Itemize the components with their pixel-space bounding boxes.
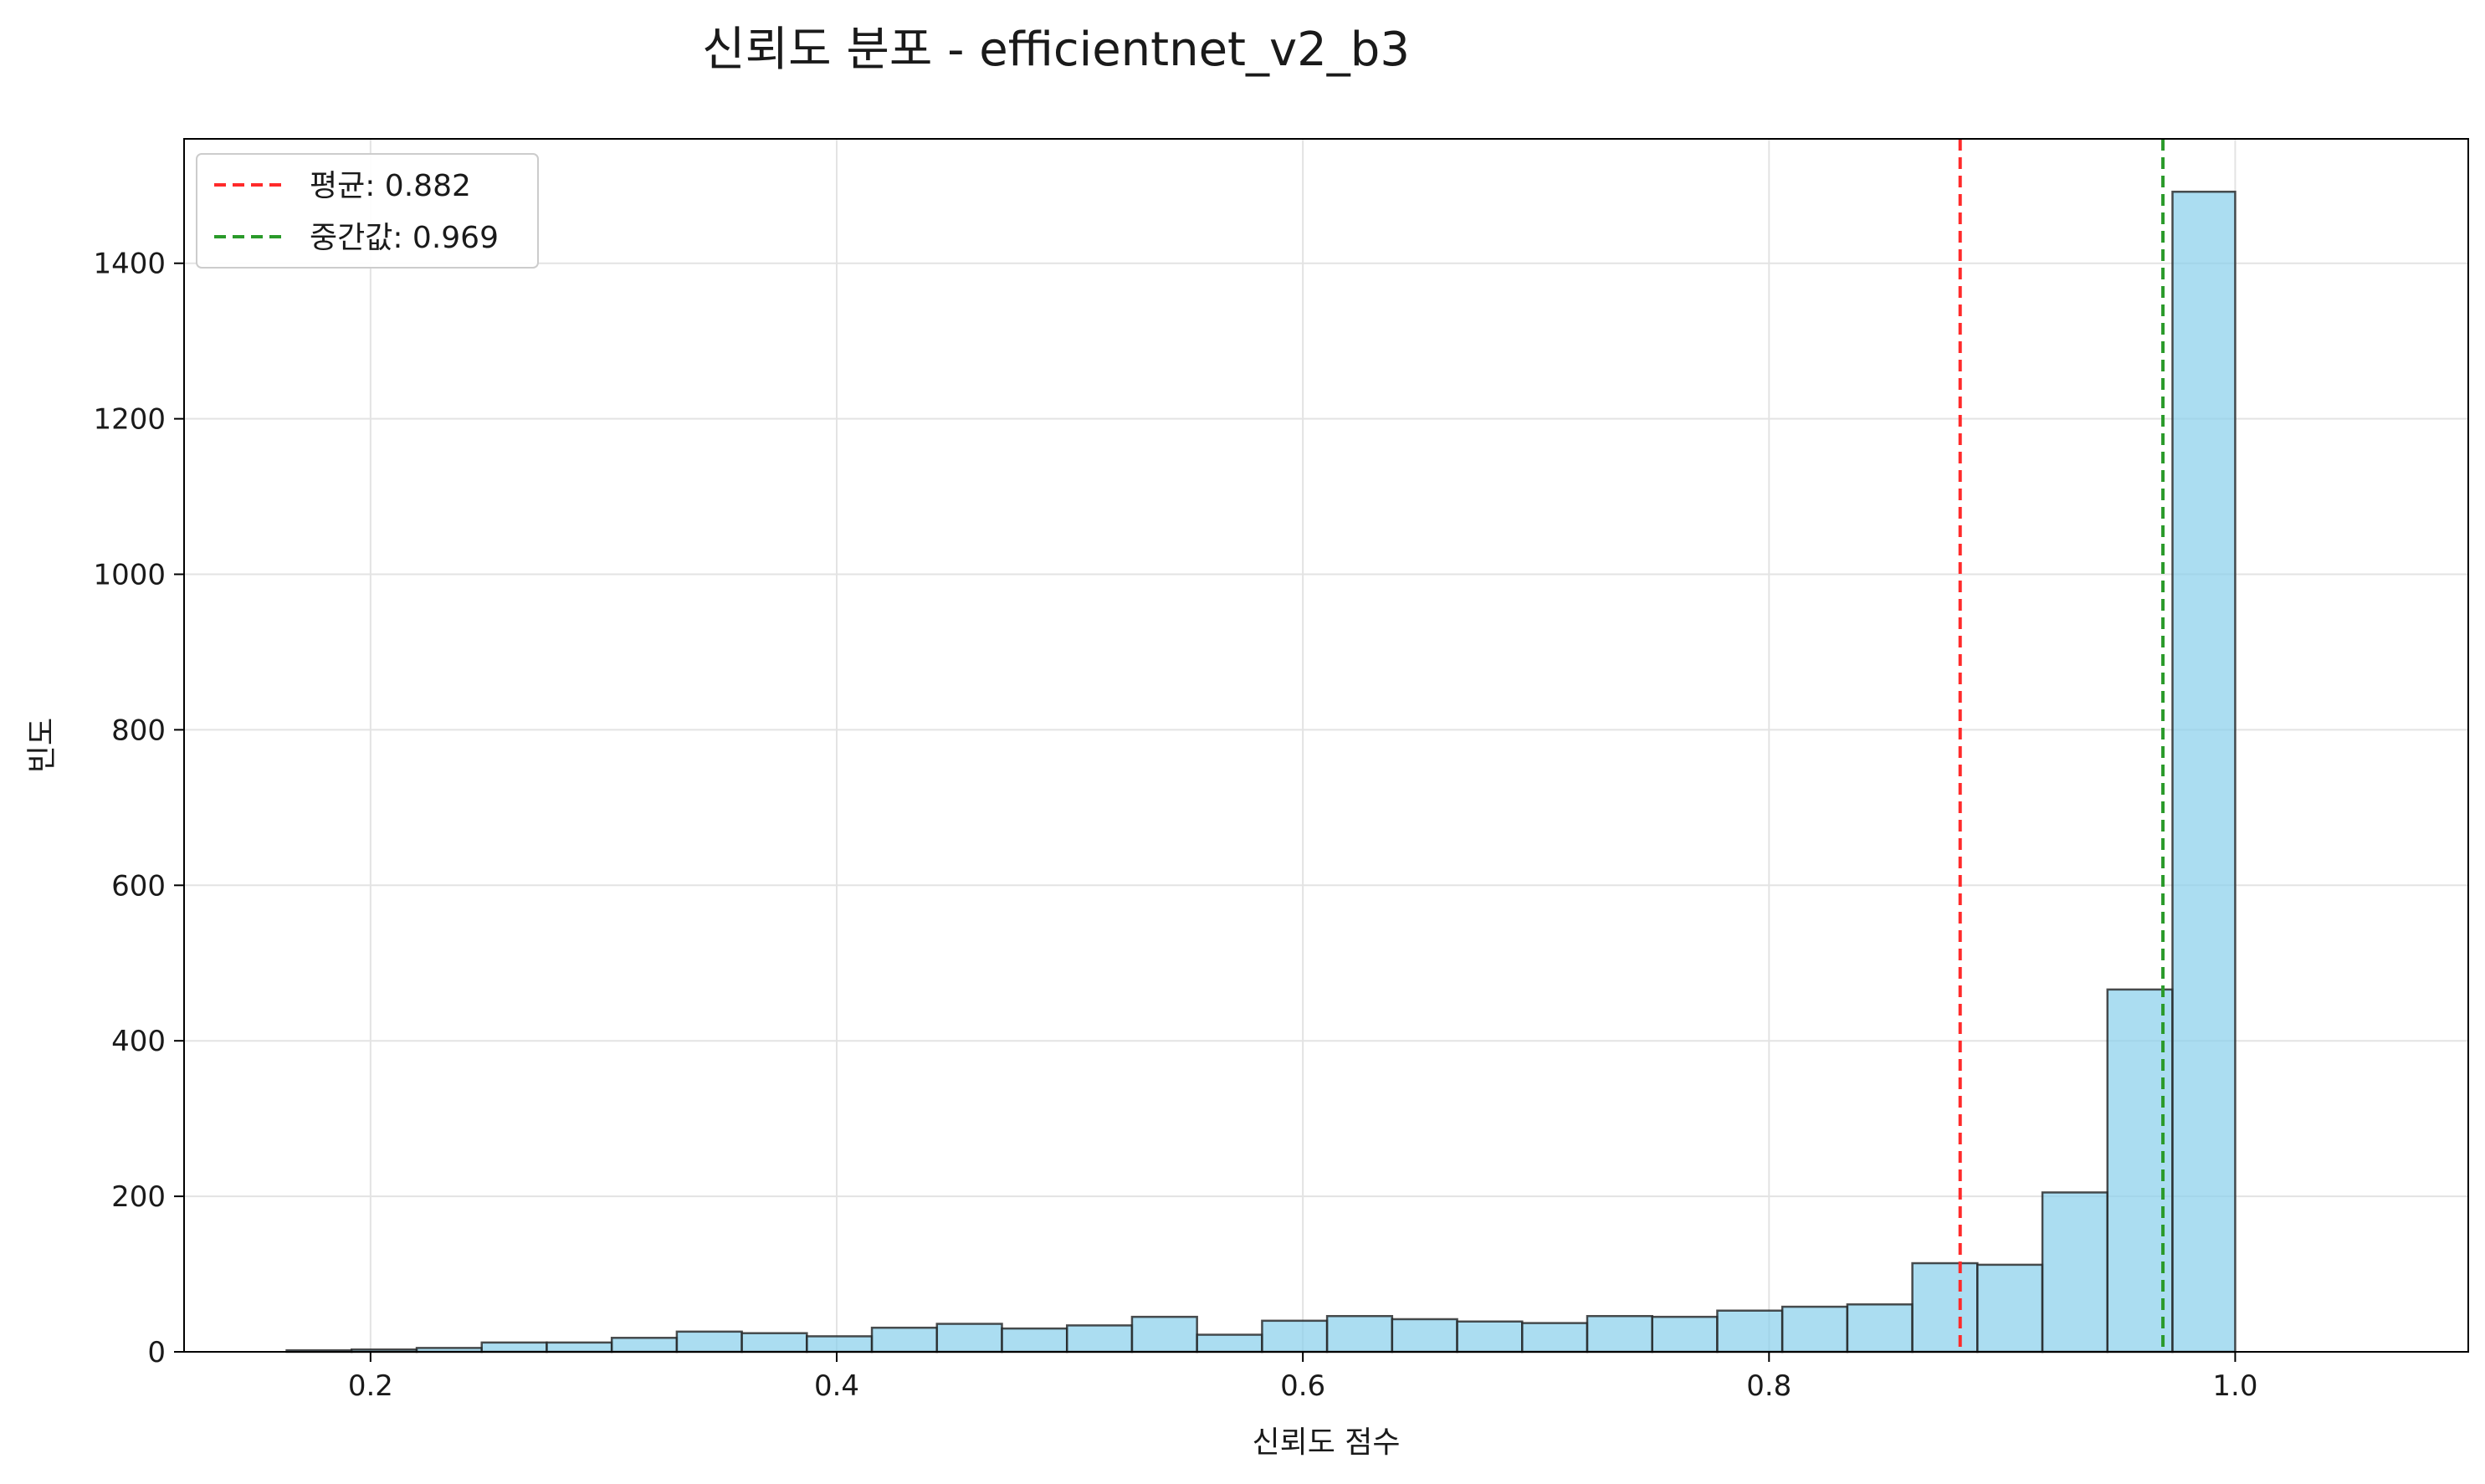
histogram-bar (1716, 1309, 1784, 1354)
histogram-bar (1196, 1333, 1263, 1354)
histogram-bar (740, 1332, 808, 1354)
histogram-bar (546, 1341, 613, 1354)
y-axis-label: 빈도 (25, 718, 59, 773)
histogram-bar (1001, 1327, 1068, 1354)
histogram-bar (1391, 1318, 1458, 1354)
legend-box (196, 153, 539, 269)
x-tick-label: 0.8 (1746, 1369, 1791, 1403)
x-tick-label: 1.0 (2212, 1369, 2257, 1403)
x-axis-label: 신뢰도 점수 (1252, 1425, 1400, 1460)
histogram-bar (1586, 1314, 1653, 1354)
x-tick-label: 0.2 (348, 1369, 393, 1403)
bars-layer (285, 190, 2236, 1354)
y-tick-label: 1200 (93, 403, 166, 437)
histogram-bar (1130, 1315, 1198, 1354)
y-tick-label: 800 (111, 714, 166, 747)
histogram-bar (610, 1337, 679, 1354)
histogram-bar (480, 1341, 548, 1354)
x-tick-label: 0.4 (814, 1369, 859, 1403)
histogram-bar (1846, 1303, 1914, 1354)
plot-frame (183, 138, 2469, 1353)
histogram-bar (1521, 1322, 1589, 1354)
histogram-bar (1780, 1305, 1849, 1354)
histogram-bar (806, 1335, 874, 1354)
x-tick-label: 0.6 (1280, 1369, 1325, 1403)
histogram-bar (1456, 1320, 1524, 1354)
histogram-bar (1976, 1263, 2044, 1354)
histogram-bar (870, 1326, 939, 1354)
y-tick-label: 400 (111, 1025, 166, 1058)
legend-mean-label: 평균: 0.882 (310, 169, 471, 203)
legend-median-label: 중간값: 0.969 (310, 221, 499, 255)
histogram-bar (1261, 1319, 1329, 1354)
histogram-bar (1325, 1314, 1394, 1354)
histogram-bar (1911, 1261, 1979, 1354)
y-tick-label: 1000 (93, 559, 166, 592)
histogram-bar (935, 1323, 1003, 1354)
chart-title: 신뢰도 분포 - efficientnet_v2_b3 (702, 23, 1410, 77)
x-axis-ticks: 0.2 0.4 0.6 0.8 1.0 (348, 1352, 2257, 1403)
y-tick-label: 600 (111, 869, 166, 903)
y-tick-label: 200 (111, 1180, 166, 1214)
histogram-bar (1651, 1315, 1719, 1354)
histogram-bar (675, 1330, 743, 1354)
y-tick-label: 0 (147, 1336, 166, 1369)
y-axis-ticks: 0 200 400 600 800 1000 1200 1400 (93, 248, 184, 1369)
histogram-bar (1065, 1324, 1134, 1354)
histogram-bar (2171, 190, 2236, 1354)
legend: 평균: 0.882 중간값: 0.969 (196, 153, 539, 269)
histogram-bar (2041, 1191, 2109, 1354)
y-tick-label: 1400 (93, 248, 166, 281)
